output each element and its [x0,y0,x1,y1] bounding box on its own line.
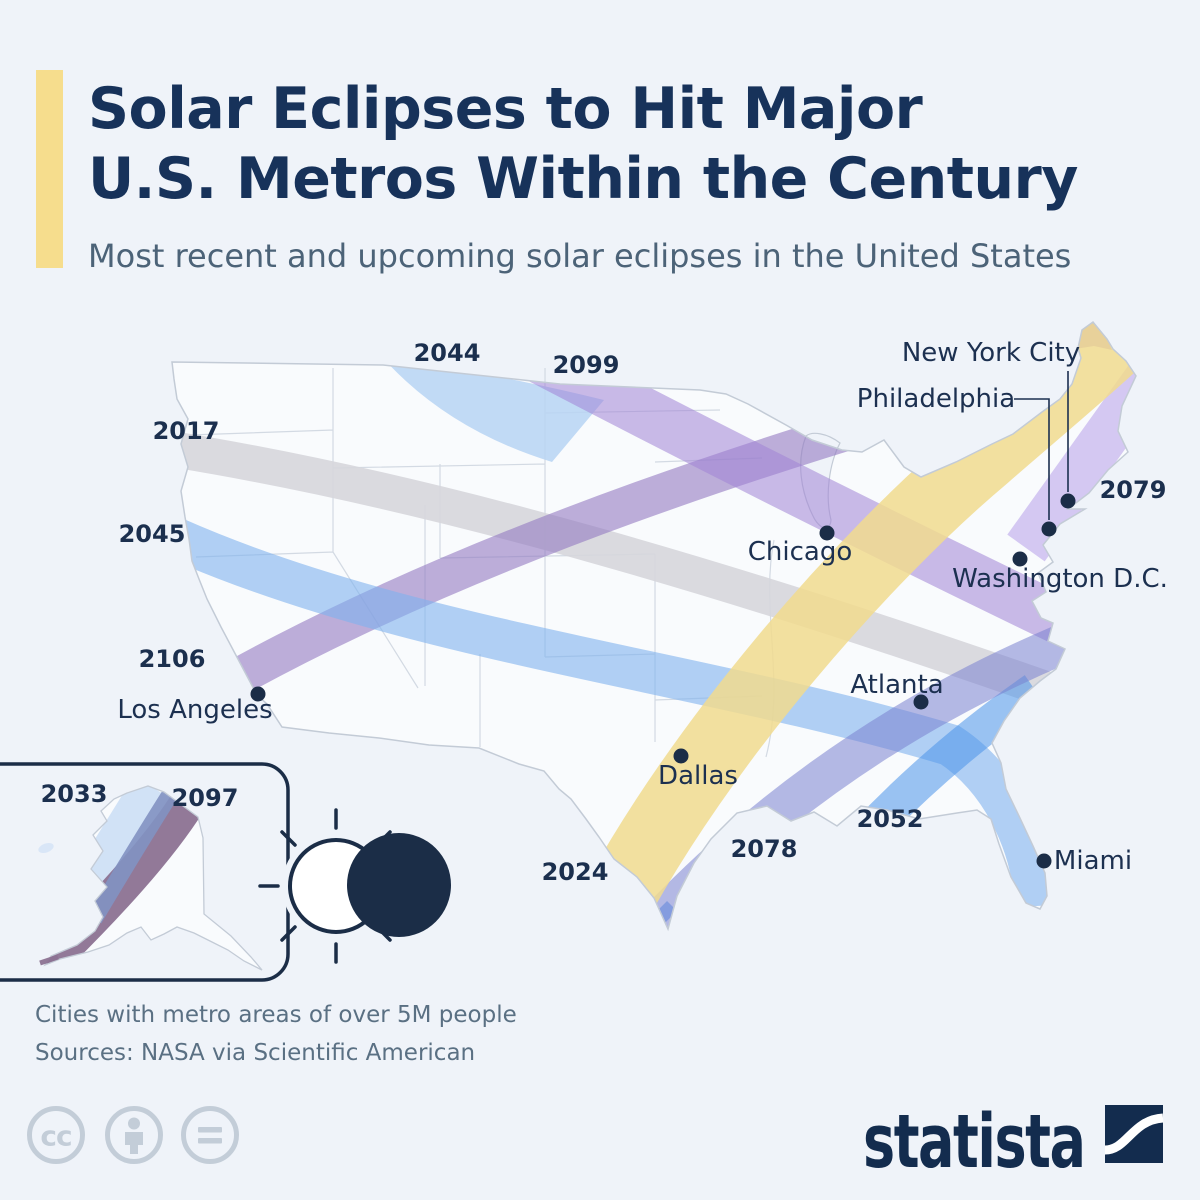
city-markers [250,493,1076,869]
year-label-2106: 2106 [138,645,206,673]
city-dot-los-angeles [250,686,266,702]
city-label-chicago: Chicago [747,537,853,567]
creative-commons-icon [27,1106,85,1164]
statista-logo-mark [1104,1105,1164,1163]
city-dot-miami [1036,853,1052,869]
footnote: Cities with metro areas of over 5M peopl… [35,1002,517,1028]
eclipse-band-2017 [172,430,1112,727]
city-label-miami: Miami [1053,846,1133,876]
year-label-2045: 2045 [118,520,186,548]
year-label-2097: 2097 [171,784,239,812]
no-derivatives-icon [181,1106,239,1164]
eclipse-band-2099 [515,329,1109,661]
eclipse-band-2044 [383,358,604,462]
year-label-2079: 2079 [1099,476,1167,504]
accent-bar [36,70,63,268]
page-title: Solar Eclipses to Hit Major U.S. Metros … [88,74,1078,214]
city-dot-new-york-city [1060,493,1076,509]
city-label-washington-dc: Washington D.C. [952,564,1168,594]
attribution-icon [105,1106,163,1164]
city-label-los-angeles: Los Angeles [117,695,273,725]
moon-icon [347,833,451,937]
leader-line-philadelphia [1014,398,1050,520]
city-dot-washington-dc [1012,551,1028,567]
statista-logo-text: statista [863,1099,1086,1185]
city-label-new-york-city: New York City [901,338,1081,368]
eclipse-band-overlap [86,788,179,924]
year-label-2078: 2078 [730,835,798,863]
title-line-2: U.S. Metros Within the Century [88,146,1078,213]
city-label-philadelphia: Philadelphia [856,384,1016,414]
year-label-2052: 2052 [856,805,924,833]
logo-swoosh [1104,1113,1164,1155]
city-label-atlanta: Atlanta [850,670,944,700]
alaska-island [38,842,54,854]
city-dot-chicago [819,525,835,541]
title-line-1: Solar Eclipses to Hit Major [88,76,923,142]
eclipse-band-2024 [580,322,1136,927]
year-label-2099: 2099 [552,351,620,379]
year-label-2024: 2024 [541,858,609,886]
leader-lines [1014,371,1069,520]
year-label-2017: 2017 [152,417,220,445]
aleutian-segment [39,954,59,966]
city-label-dallas: Dallas [658,761,738,791]
equals-icon [198,1127,222,1144]
year-label-2044: 2044 [413,339,481,367]
creative-commons-label: cc [40,1120,71,1153]
attribution-person-icon [125,1117,143,1154]
city-dot-philadelphia [1041,521,1057,537]
license-icons: cc [27,1106,239,1164]
year-label-2033: 2033 [40,780,108,808]
city-dot-atlanta [913,694,929,710]
eclipse-icon [258,808,451,964]
city-dot-dallas [673,748,689,764]
page-subtitle: Most recent and upcoming solar eclipses … [88,237,1072,275]
source-note: Sources: NASA via Scientific American [35,1040,476,1066]
